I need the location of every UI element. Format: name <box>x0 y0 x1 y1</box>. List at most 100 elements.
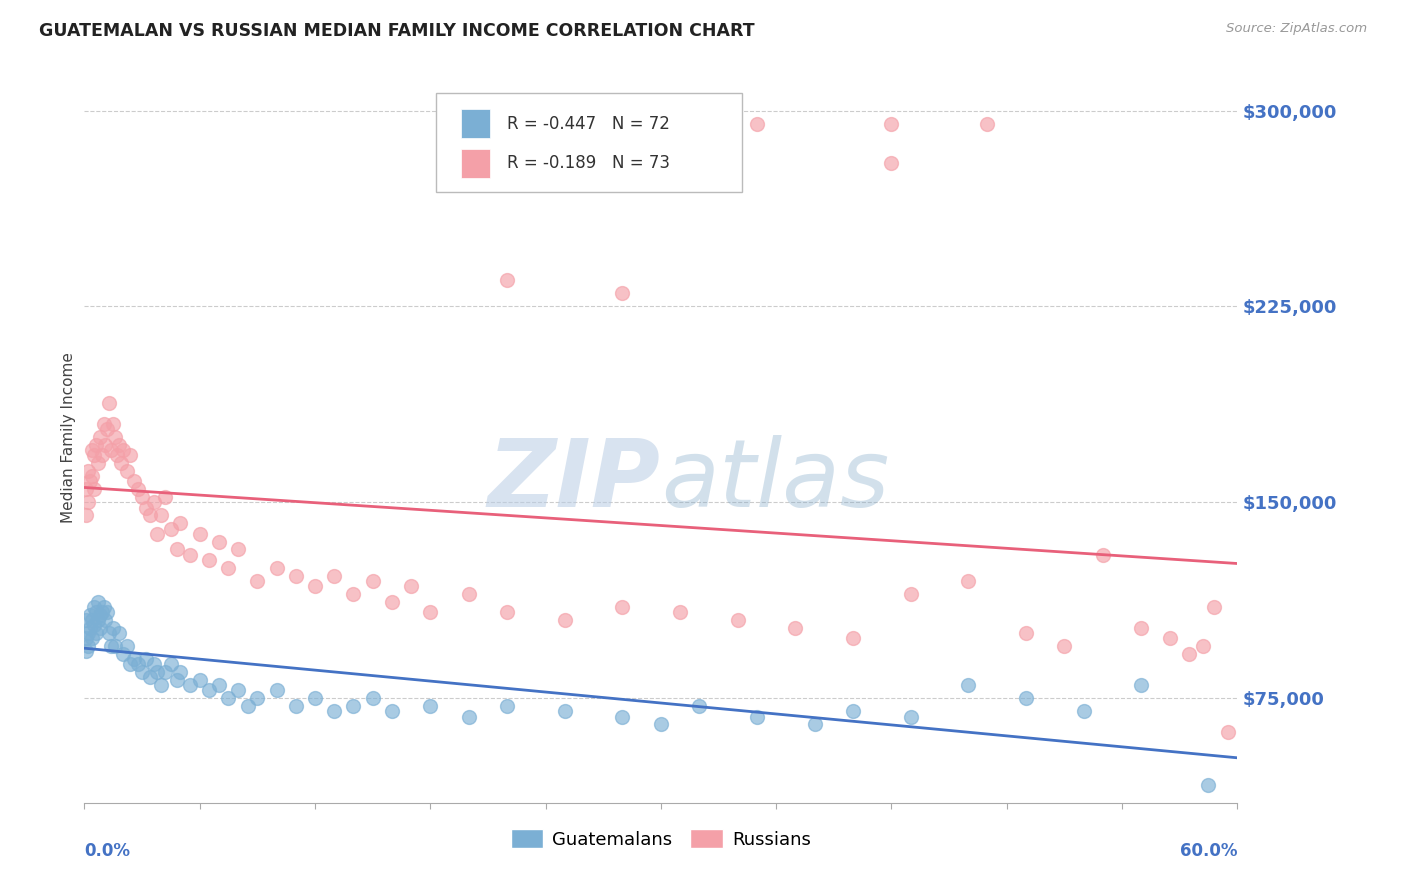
Point <box>94 613 117 627</box>
Point <box>880 155 903 169</box>
Point <box>457 709 479 723</box>
Point <box>80 613 103 627</box>
Point <box>124 475 146 489</box>
Point <box>842 705 865 719</box>
Point <box>198 553 221 567</box>
Point <box>169 516 191 531</box>
Point <box>1191 639 1213 653</box>
Text: R = -0.447   N = 72: R = -0.447 N = 72 <box>508 115 671 133</box>
Point <box>1178 647 1201 661</box>
Point <box>304 579 326 593</box>
Point <box>103 621 124 635</box>
Point <box>669 605 692 619</box>
Point <box>80 469 103 483</box>
Point <box>150 508 173 523</box>
Point <box>612 599 634 614</box>
Point <box>236 699 259 714</box>
Point <box>150 678 173 692</box>
Point <box>179 548 201 562</box>
Point <box>93 599 115 614</box>
Point <box>77 639 100 653</box>
Point <box>89 430 111 444</box>
Point <box>120 657 142 672</box>
Point <box>83 599 105 614</box>
Point <box>100 443 122 458</box>
Point <box>323 568 346 582</box>
Point <box>142 495 165 509</box>
Point <box>98 626 121 640</box>
Point <box>342 699 364 714</box>
Point <box>83 448 105 462</box>
Point <box>89 621 111 635</box>
Point <box>96 605 118 619</box>
Point <box>80 443 103 458</box>
Point <box>342 587 364 601</box>
Point <box>83 618 105 632</box>
Point <box>179 678 201 692</box>
Point <box>381 594 404 608</box>
Text: 60.0%: 60.0% <box>1180 842 1237 860</box>
Point <box>100 639 122 653</box>
Point <box>880 117 903 131</box>
Point <box>1159 632 1181 646</box>
Point <box>80 632 103 646</box>
Point <box>111 443 134 458</box>
Point <box>1204 599 1226 614</box>
Point <box>612 286 634 301</box>
Point <box>1198 778 1220 792</box>
Point <box>79 607 101 622</box>
Point <box>745 709 768 723</box>
Point <box>381 705 404 719</box>
Point <box>361 574 384 588</box>
Point <box>77 626 100 640</box>
Point <box>304 691 326 706</box>
Point <box>77 464 100 478</box>
Point <box>246 691 269 706</box>
Point <box>93 417 115 431</box>
Point <box>120 448 142 462</box>
Point <box>84 438 107 452</box>
Point <box>496 605 519 619</box>
Point <box>266 560 288 574</box>
Text: 0.0%: 0.0% <box>84 842 131 860</box>
Point <box>89 607 111 622</box>
Point <box>75 483 97 497</box>
Point <box>957 574 980 588</box>
Point <box>160 657 183 672</box>
Point <box>226 542 249 557</box>
Point <box>1053 639 1076 653</box>
Point <box>77 495 100 509</box>
Point <box>323 705 346 719</box>
Point <box>110 456 132 470</box>
Point <box>127 657 149 672</box>
Point <box>135 652 157 666</box>
Point <box>399 579 422 593</box>
Point <box>135 500 157 515</box>
Point <box>96 422 118 436</box>
Point <box>842 632 865 646</box>
Point <box>111 647 134 661</box>
Point <box>87 613 110 627</box>
Point <box>142 657 165 672</box>
Point <box>554 613 576 627</box>
Point <box>160 521 183 535</box>
Point <box>124 652 146 666</box>
Point <box>90 605 112 619</box>
Point <box>419 605 441 619</box>
Point <box>79 475 101 489</box>
Point <box>115 639 138 653</box>
Point <box>900 587 922 601</box>
Point <box>98 396 121 410</box>
FancyBboxPatch shape <box>436 94 741 192</box>
Point <box>284 568 307 582</box>
Legend: Guatemalans, Russians: Guatemalans, Russians <box>503 822 818 856</box>
Point <box>166 673 188 687</box>
Point <box>83 483 105 497</box>
Point <box>90 448 112 462</box>
Text: Source: ZipAtlas.com: Source: ZipAtlas.com <box>1226 22 1367 36</box>
Point <box>87 594 110 608</box>
Point <box>1073 705 1095 719</box>
Point <box>688 699 710 714</box>
Point <box>803 717 825 731</box>
Point <box>976 117 998 131</box>
